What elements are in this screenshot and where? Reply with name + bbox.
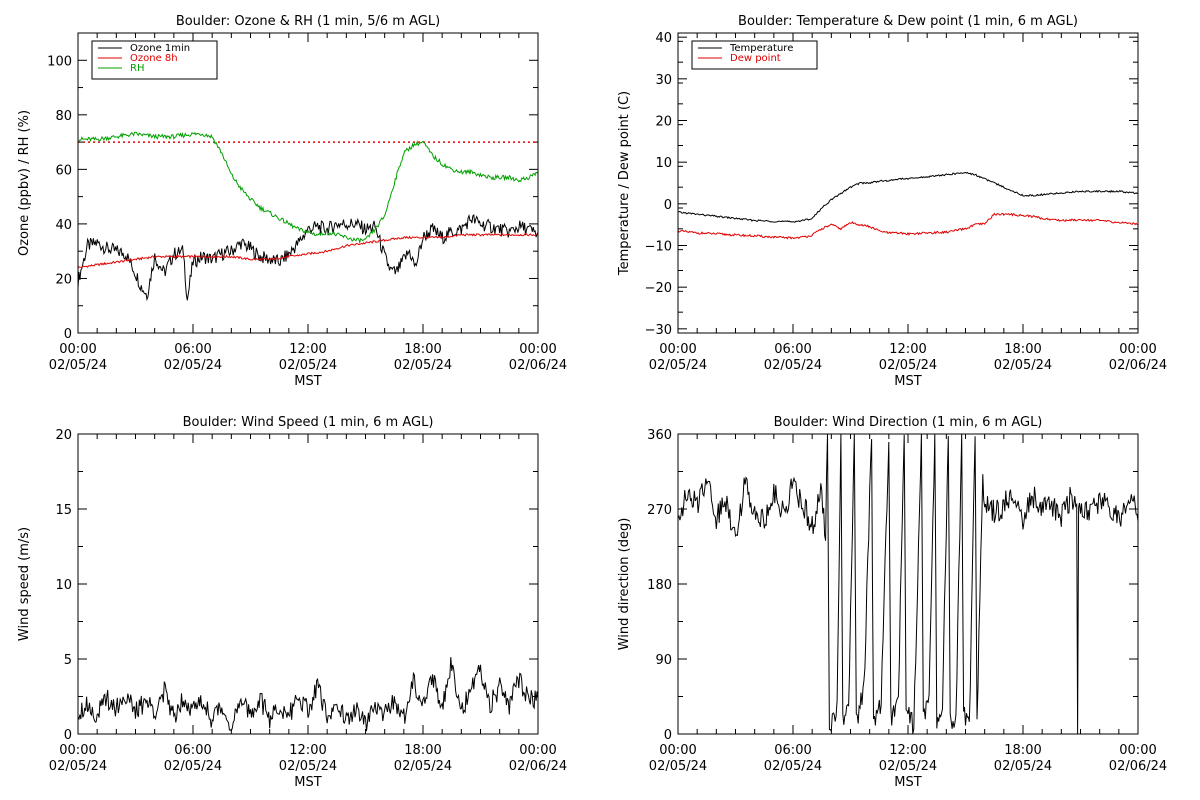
- x-tick-date-label: 02/05/24: [649, 358, 707, 373]
- series-line-0: [78, 657, 538, 732]
- x-tick-date-label: 02/05/24: [49, 759, 107, 774]
- y-tick-label: 10: [655, 156, 672, 171]
- y-tick-label: 180: [647, 578, 672, 593]
- chart-title: Boulder: Wind Speed (1 min, 6 m AGL): [183, 415, 434, 430]
- y-tick-label: 20: [655, 115, 672, 130]
- x-tick-date-label: 02/06/24: [1109, 358, 1167, 373]
- x-tick-date-label: 02/05/24: [394, 358, 452, 373]
- y-tick-label: 15: [55, 503, 72, 518]
- x-tick-time-label: 00:00: [519, 342, 556, 357]
- series-line-0: [678, 434, 1138, 734]
- y-axis-label: Wind speed (m/s): [17, 527, 32, 641]
- x-tick-date-label: 02/05/24: [279, 759, 337, 774]
- x-tick-date-label: 02/05/24: [994, 358, 1052, 373]
- x-tick-time-label: 12:00: [289, 743, 326, 758]
- plot-frame: [677, 433, 1139, 735]
- plot-frame: [77, 32, 539, 334]
- chart-panel-3: Boulder: Wind Direction (1 min, 6 m AGL)…: [617, 415, 1167, 790]
- x-tick-time-label: 06:00: [174, 342, 211, 357]
- y-tick-label: 20: [55, 272, 72, 287]
- y-tick-label: 10: [55, 578, 72, 593]
- x-tick-date-label: 02/05/24: [49, 358, 107, 373]
- x-tick-time-label: 00:00: [59, 342, 96, 357]
- x-tick-time-label: 18:00: [1004, 743, 1041, 758]
- y-axis-label: Temperature / Dew point (C): [617, 91, 632, 276]
- series-line-rh: [78, 131, 538, 245]
- x-tick-date-label: 02/05/24: [394, 759, 452, 774]
- x-tick-date-label: 02/05/24: [279, 358, 337, 373]
- series-line-temperature: [678, 171, 1138, 223]
- x-tick-time-label: 06:00: [774, 743, 811, 758]
- x-tick-time-label: 06:00: [174, 743, 211, 758]
- x-tick-date-label: 02/06/24: [1109, 759, 1167, 774]
- y-tick-label: 0: [64, 327, 72, 342]
- chart-panel-0: Boulder: Ozone & RH (1 min, 5/6 m AGL) Oz…: [17, 14, 567, 389]
- series-line-ozone-8h: [78, 233, 538, 269]
- x-tick-date-label: 02/05/24: [994, 759, 1052, 774]
- series-line-dew-point: [678, 212, 1138, 240]
- y-tick-label: −10: [645, 240, 672, 255]
- x-axis-label: MST: [894, 775, 921, 790]
- chart-title: Boulder: Temperature & Dew point (1 min,…: [738, 14, 1078, 29]
- y-tick-label: 0: [664, 198, 672, 213]
- x-tick-time-label: 00:00: [59, 743, 96, 758]
- x-tick-time-label: 06:00: [774, 342, 811, 357]
- x-tick-time-label: 18:00: [404, 342, 441, 357]
- x-tick-date-label: 02/05/24: [879, 358, 937, 373]
- plot-frame: [677, 32, 1139, 334]
- y-tick-label: 270: [647, 503, 672, 518]
- x-tick-date-label: 02/05/24: [164, 759, 222, 774]
- y-tick-label: 30: [655, 73, 672, 88]
- x-axis-label: MST: [294, 374, 321, 389]
- plot-frame: [77, 433, 539, 735]
- x-tick-date-label: 02/05/24: [764, 759, 822, 774]
- legend-label: Temperature: [729, 43, 793, 54]
- x-axis-label: MST: [894, 374, 921, 389]
- x-tick-date-label: 02/05/24: [164, 358, 222, 373]
- legend-box: [691, 40, 818, 70]
- x-tick-time-label: 00:00: [519, 743, 556, 758]
- chart-title: Boulder: Ozone & RH (1 min, 5/6 m AGL): [176, 14, 440, 29]
- legend-box: [91, 40, 218, 80]
- chart-panel-2: Boulder: Wind Speed (1 min, 6 m AGL) Wind…: [17, 415, 567, 790]
- x-axis-label: MST: [294, 775, 321, 790]
- x-tick-date-label: 02/06/24: [509, 358, 567, 373]
- y-tick-label: 90: [655, 653, 672, 668]
- x-tick-time-label: 00:00: [1119, 743, 1156, 758]
- y-tick-label: 360: [647, 428, 672, 443]
- y-tick-label: 20: [55, 428, 72, 443]
- x-tick-date-label: 02/05/24: [764, 358, 822, 373]
- chart-title: Boulder: Wind Direction (1 min, 6 m AGL): [774, 415, 1043, 430]
- x-tick-time-label: 12:00: [889, 743, 926, 758]
- x-tick-time-label: 00:00: [659, 342, 696, 357]
- y-tick-label: −30: [645, 323, 672, 338]
- x-tick-time-label: 18:00: [1004, 342, 1041, 357]
- y-tick-label: 80: [55, 109, 72, 124]
- legend-label: RH: [130, 63, 144, 74]
- y-tick-label: 0: [664, 728, 672, 743]
- y-tick-label: 40: [55, 218, 72, 233]
- x-tick-time-label: 12:00: [289, 342, 326, 357]
- x-tick-date-label: 02/05/24: [649, 759, 707, 774]
- x-tick-time-label: 12:00: [889, 342, 926, 357]
- legend-label: Ozone 1min: [130, 43, 190, 54]
- legend-label: Dew point: [730, 53, 781, 64]
- y-tick-label: 40: [655, 31, 672, 46]
- x-tick-time-label: 00:00: [659, 743, 696, 758]
- y-tick-label: 100: [47, 54, 72, 69]
- x-tick-time-label: 18:00: [404, 743, 441, 758]
- y-axis-label: Ozone (ppbv) / RH (%): [17, 110, 32, 256]
- y-axis-label: Wind direction (deg): [617, 518, 632, 651]
- x-tick-date-label: 02/06/24: [509, 759, 567, 774]
- y-tick-label: −20: [645, 281, 672, 296]
- chart-panel-1: Boulder: Temperature & Dew point (1 min,…: [617, 14, 1167, 389]
- y-tick-label: 60: [55, 163, 72, 178]
- y-tick-label: 5: [64, 653, 72, 668]
- legend-label: Ozone 8h: [130, 53, 178, 64]
- y-tick-label: 0: [64, 728, 72, 743]
- x-tick-date-label: 02/05/24: [879, 759, 937, 774]
- x-tick-time-label: 00:00: [1119, 342, 1156, 357]
